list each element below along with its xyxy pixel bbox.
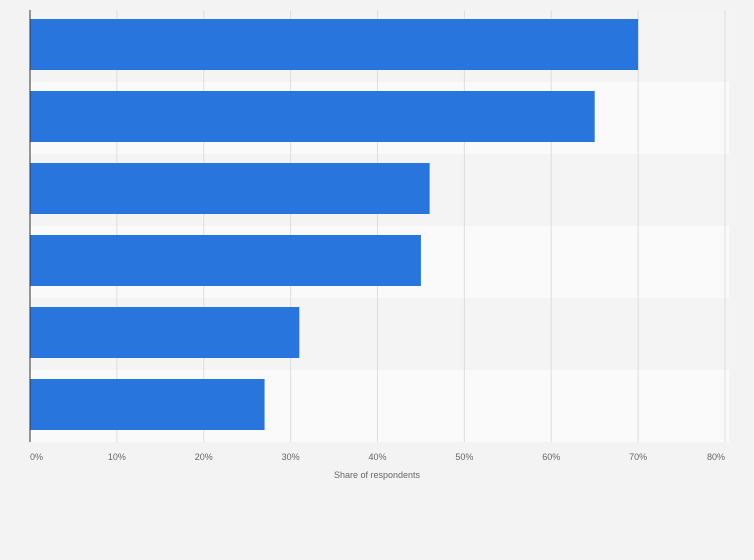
bar <box>30 379 265 430</box>
x-tick-label: 60% <box>542 452 560 462</box>
x-tick-label: 80% <box>707 452 725 462</box>
x-tick-label: 10% <box>108 452 126 462</box>
bar <box>30 235 421 286</box>
bar <box>30 307 300 358</box>
x-tick-label: 30% <box>282 452 300 462</box>
x-tick-label: 20% <box>195 452 213 462</box>
bar <box>30 91 595 142</box>
x-axis-label: Share of respondents <box>334 470 421 480</box>
bar <box>30 19 639 70</box>
x-tick-label: 40% <box>368 452 386 462</box>
x-tick-label: 0% <box>30 452 43 462</box>
bar <box>30 163 430 214</box>
x-tick-label: 50% <box>455 452 473 462</box>
x-tick-label: 70% <box>629 452 647 462</box>
